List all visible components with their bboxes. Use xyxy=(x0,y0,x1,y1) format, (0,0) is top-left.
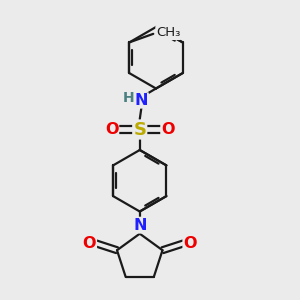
Text: O: O xyxy=(183,236,197,250)
Text: O: O xyxy=(82,236,96,250)
Text: N: N xyxy=(135,93,148,108)
Text: S: S xyxy=(133,121,146,139)
Text: CH₃: CH₃ xyxy=(156,26,180,40)
Text: N: N xyxy=(133,218,146,233)
Text: H: H xyxy=(123,91,134,105)
Text: O: O xyxy=(105,122,118,137)
Text: O: O xyxy=(161,122,175,137)
